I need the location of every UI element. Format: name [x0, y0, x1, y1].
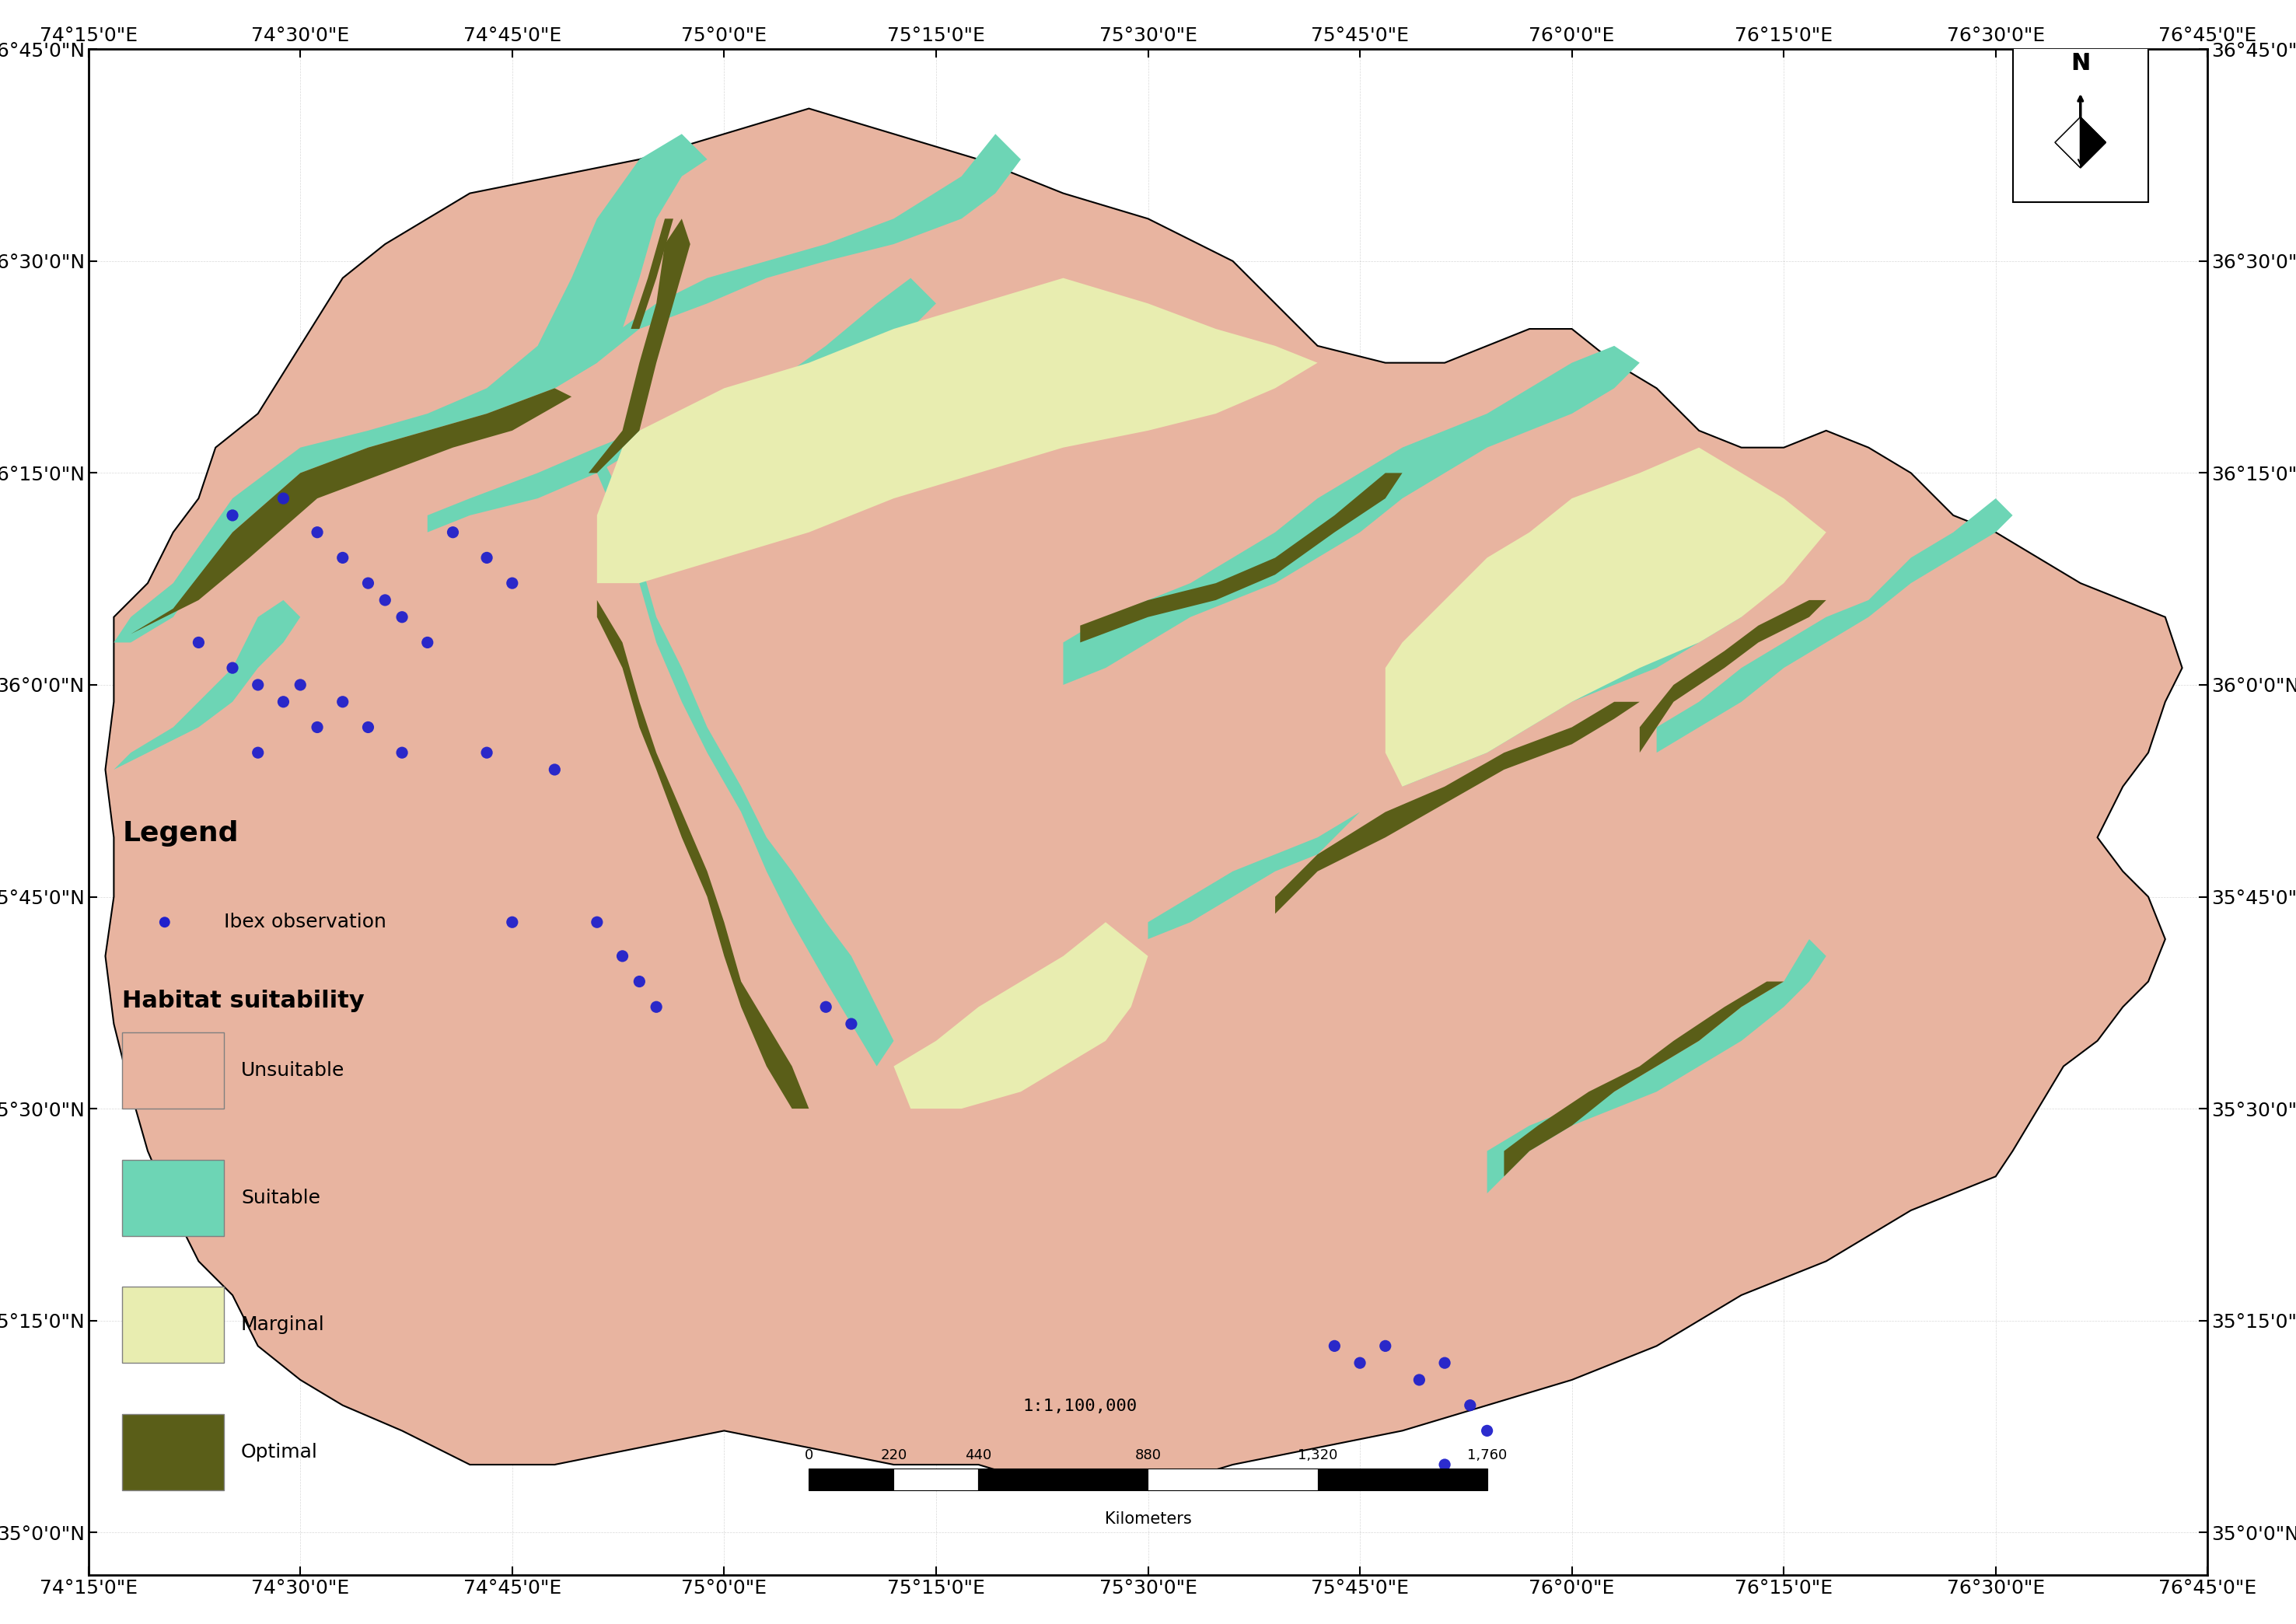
- Bar: [122, 1415, 225, 1491]
- Point: [434, 520, 471, 546]
- Bar: [808, 1468, 893, 1491]
- Point: [1366, 1333, 1403, 1359]
- Point: [239, 672, 276, 698]
- Bar: [1318, 1468, 1488, 1491]
- Polygon shape: [1384, 448, 1825, 786]
- Point: [264, 689, 301, 715]
- Bar: [122, 1286, 225, 1363]
- Point: [383, 604, 420, 630]
- Polygon shape: [893, 922, 1148, 1109]
- Point: [638, 994, 675, 1020]
- Point: [383, 739, 420, 765]
- Polygon shape: [1274, 702, 1639, 914]
- Polygon shape: [2055, 117, 2080, 167]
- Point: [324, 689, 360, 715]
- Point: [579, 909, 615, 935]
- Polygon shape: [1639, 601, 1825, 752]
- Point: [1451, 1392, 1488, 1418]
- Bar: [2014, 15, 2149, 201]
- Polygon shape: [588, 219, 691, 473]
- Point: [620, 968, 657, 994]
- Point: [468, 544, 505, 570]
- Polygon shape: [115, 133, 707, 643]
- Point: [264, 486, 301, 512]
- Text: Unsuitable: Unsuitable: [241, 1060, 344, 1080]
- Polygon shape: [1063, 346, 1639, 685]
- Text: 0: 0: [804, 1449, 813, 1462]
- Polygon shape: [1488, 939, 1825, 1194]
- Point: [324, 544, 360, 570]
- Text: Ibex observation: Ibex observation: [225, 913, 386, 932]
- Point: [214, 654, 250, 680]
- Polygon shape: [1658, 499, 2014, 752]
- Point: [1316, 1333, 1352, 1359]
- Point: [1426, 1452, 1463, 1478]
- Text: N: N: [2071, 52, 2089, 75]
- Text: 1,760: 1,760: [1467, 1449, 1506, 1462]
- Polygon shape: [2080, 117, 2105, 167]
- Polygon shape: [2055, 117, 2080, 167]
- Polygon shape: [427, 278, 937, 533]
- Point: [349, 715, 386, 741]
- Point: [537, 757, 574, 783]
- Point: [1469, 1418, 1506, 1444]
- Polygon shape: [1148, 583, 1759, 939]
- Text: Kilometers: Kilometers: [1104, 1512, 1192, 1527]
- Point: [214, 502, 250, 528]
- Point: [409, 630, 445, 656]
- Point: [468, 739, 505, 765]
- Polygon shape: [597, 601, 808, 1109]
- Polygon shape: [1504, 981, 1784, 1176]
- Point: [179, 630, 216, 656]
- Polygon shape: [2080, 117, 2105, 167]
- Point: [1426, 1350, 1463, 1376]
- Point: [494, 909, 530, 935]
- Point: [239, 739, 276, 765]
- Bar: [122, 1033, 225, 1109]
- Text: 880: 880: [1134, 1449, 1162, 1462]
- Text: Habitat suitability: Habitat suitability: [122, 991, 365, 1012]
- Point: [282, 672, 319, 698]
- Point: [808, 994, 845, 1020]
- Polygon shape: [115, 601, 301, 770]
- Polygon shape: [537, 133, 1022, 388]
- Point: [298, 715, 335, 741]
- Point: [604, 944, 641, 970]
- Text: N: N: [2071, 54, 2089, 75]
- Point: [349, 570, 386, 596]
- Point: [494, 570, 530, 596]
- Polygon shape: [1079, 473, 1403, 643]
- Point: [147, 909, 184, 935]
- Polygon shape: [131, 388, 572, 633]
- Bar: [122, 1160, 225, 1236]
- Polygon shape: [597, 448, 893, 1067]
- Polygon shape: [106, 109, 2181, 1491]
- Bar: [893, 1468, 978, 1491]
- Text: Suitable: Suitable: [241, 1189, 319, 1207]
- Point: [1401, 1367, 1437, 1393]
- Text: Optimal: Optimal: [241, 1442, 317, 1462]
- Text: Legend: Legend: [122, 820, 239, 846]
- Point: [298, 520, 335, 546]
- Polygon shape: [631, 219, 673, 330]
- Point: [833, 1010, 870, 1036]
- Text: 1:1,100,000: 1:1,100,000: [1024, 1398, 1137, 1415]
- Point: [367, 588, 404, 614]
- Bar: [1148, 1468, 1318, 1491]
- Text: 440: 440: [964, 1449, 992, 1462]
- Polygon shape: [597, 278, 1318, 583]
- Text: Marginal: Marginal: [241, 1315, 324, 1333]
- Text: 1,320: 1,320: [1297, 1449, 1339, 1462]
- Text: 220: 220: [879, 1449, 907, 1462]
- Bar: [978, 1468, 1148, 1491]
- Point: [1341, 1350, 1378, 1376]
